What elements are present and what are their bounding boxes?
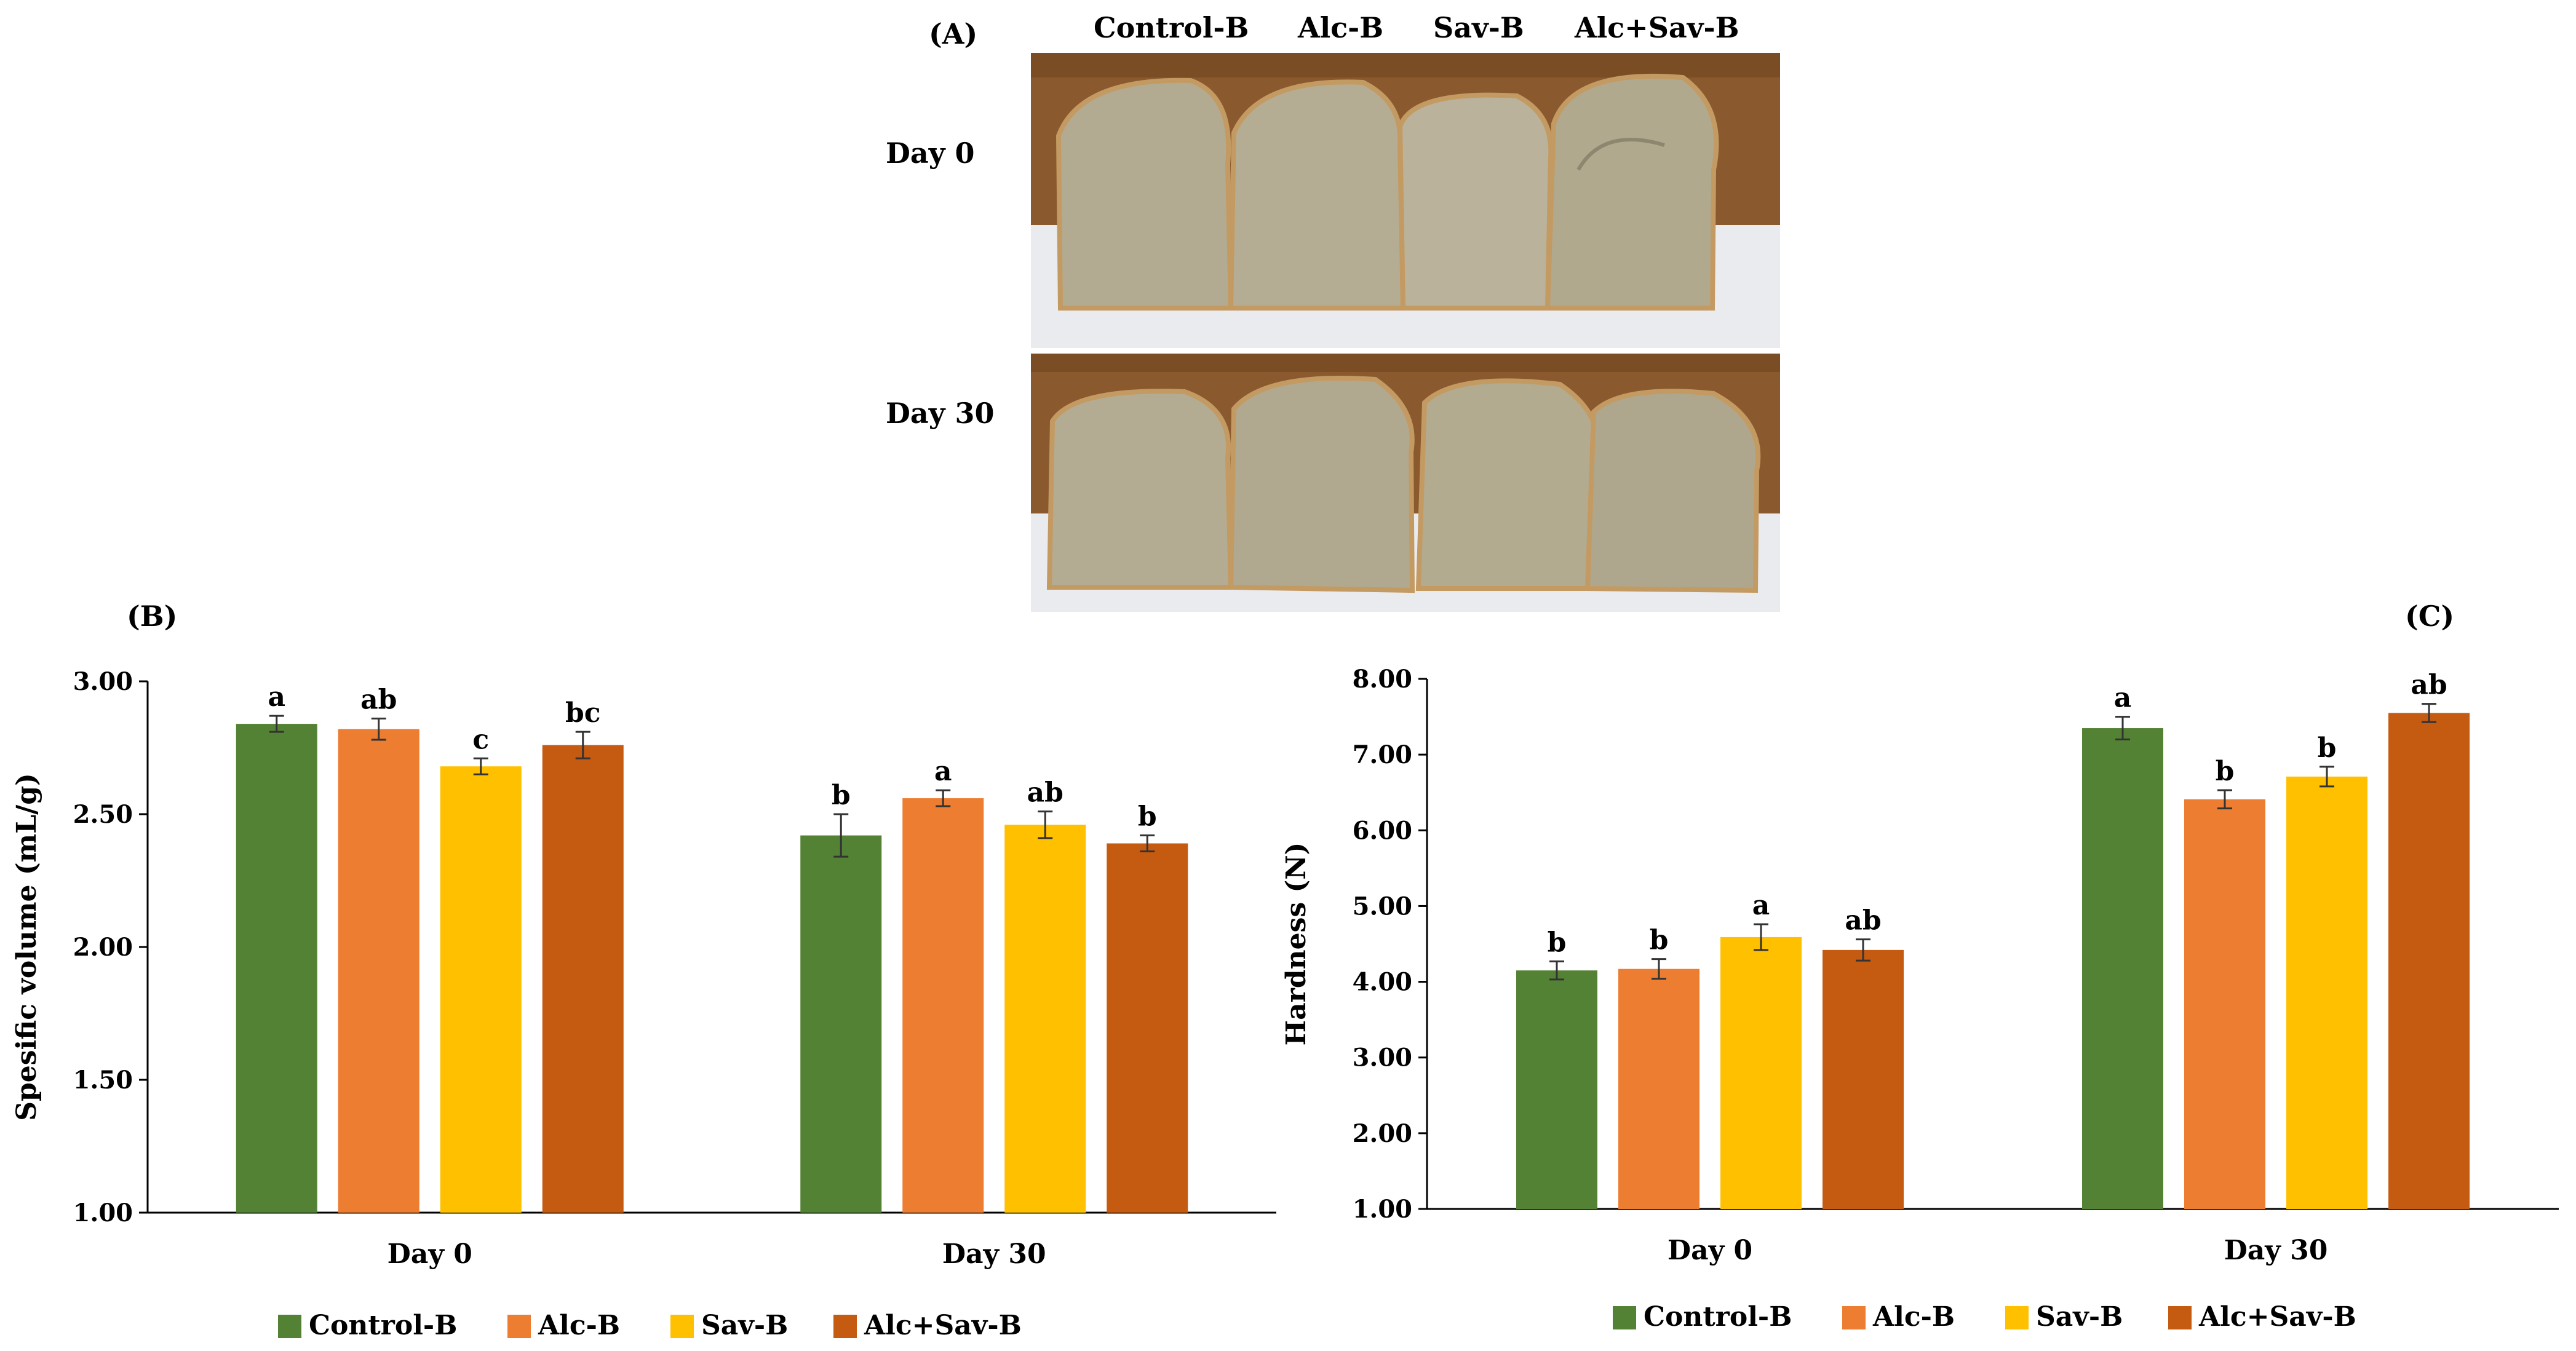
- x-category-label: Day 30: [2224, 1235, 2328, 1266]
- significance-letter: a: [934, 756, 952, 787]
- legend-swatch: [278, 1315, 301, 1338]
- legend-swatch: [2005, 1306, 2029, 1329]
- panel-b-label: (B): [127, 600, 178, 633]
- significance-letter: b: [2318, 732, 2337, 764]
- y-tick-label: 4.00: [1353, 968, 1412, 997]
- bar-alc-b-day-0: [1618, 969, 1699, 1209]
- bar-alc-b-day-30: [902, 798, 984, 1213]
- significance-letter: a: [1752, 890, 1770, 921]
- significance-letter: ab: [2411, 670, 2447, 701]
- y-tick-label: 5.00: [1353, 892, 1412, 921]
- bar-sav-b-day-0: [440, 766, 522, 1213]
- y-axis-label: Hardness (N): [1281, 842, 1312, 1046]
- legend-label: Control-B: [309, 1310, 457, 1341]
- bread-photo-day30-image: [1031, 354, 1780, 612]
- photo-col-label-alcsav: Alc+Sav-B: [1575, 11, 1739, 44]
- photo-col-label-control: Control-B: [1094, 11, 1249, 44]
- bar-alc-b-day-0: [338, 729, 419, 1213]
- bar-control-b-day-30: [800, 835, 882, 1213]
- significance-letter: b: [1138, 801, 1157, 833]
- y-tick-label: 3.00: [1353, 1044, 1412, 1072]
- significance-letter: a: [2114, 683, 2132, 714]
- y-tick-label: 1.00: [73, 1198, 133, 1227]
- x-category-label: Day 0: [388, 1238, 472, 1270]
- chart-c-hardness: Hardness (N) 1.00 2.00 3.00 4.00 5.00 6.00 7.00…: [1281, 665, 2559, 1333]
- y-tick-label: 6.00: [1353, 816, 1412, 845]
- significance-letter: b: [832, 780, 851, 811]
- bar-alc-b-day-30: [2184, 799, 2265, 1209]
- legend-label: Control-B: [1644, 1301, 1792, 1333]
- legend-swatch: [507, 1315, 531, 1338]
- photo-row-label-day30: Day 30: [886, 397, 995, 430]
- bar-alc-sav-b-day-30: [2388, 713, 2470, 1209]
- y-tick-label: 2.00: [1353, 1119, 1412, 1148]
- legend-label: Alc+Sav-B: [864, 1310, 1022, 1341]
- bar-control-b-day-30: [2082, 728, 2163, 1209]
- legend-swatch: [1842, 1306, 1866, 1329]
- bar-alc-sav-b-day-0: [1823, 949, 1904, 1209]
- panel-c-label: (C): [2405, 600, 2455, 633]
- significance-letter: bc: [565, 697, 601, 729]
- legend-swatch: [2168, 1306, 2192, 1329]
- significance-letter: c: [472, 724, 489, 755]
- significance-letter: b: [1650, 925, 1669, 956]
- photo-col-label-alc: Alc-B: [1298, 11, 1384, 44]
- significance-letter: ab: [1845, 905, 1881, 937]
- y-tick-label: 2.50: [73, 800, 133, 829]
- legend-swatch: [1613, 1306, 1636, 1329]
- legend-swatch: [833, 1315, 857, 1338]
- bar-control-b-day-0: [236, 724, 317, 1213]
- legend-label: Sav-B: [2036, 1301, 2123, 1333]
- significance-letter: ab: [1027, 777, 1063, 809]
- legend-label: Alc-B: [1872, 1301, 1955, 1333]
- legend-label: Alc-B: [538, 1310, 620, 1341]
- legend-label: Sav-B: [701, 1310, 788, 1341]
- bread-photo-day0-image: [1031, 53, 1780, 348]
- y-tick-label: 1.50: [73, 1066, 133, 1095]
- panel-a-label: (A): [929, 17, 978, 50]
- significance-letter: a: [268, 681, 285, 713]
- bread-photo-day30: [1031, 354, 1780, 612]
- y-axis-label: Spesific volume (mL/g): [11, 773, 42, 1121]
- bread-photo-day0: [1031, 53, 1780, 348]
- y-tick-label: 3.00: [73, 667, 133, 696]
- photo-row-label-day0: Day 0: [886, 137, 975, 170]
- bar-alc-sav-b-day-30: [1107, 843, 1188, 1213]
- y-tick-label: 8.00: [1353, 665, 1412, 694]
- y-tick-label: 2.00: [73, 933, 133, 962]
- bar-sav-b-day-30: [2286, 776, 2367, 1209]
- photo-col-label-sav: Sav-B: [1433, 11, 1524, 44]
- bar-control-b-day-0: [1516, 970, 1597, 1209]
- significance-letter: b: [1548, 927, 1567, 958]
- x-category-label: Day 30: [942, 1238, 1046, 1270]
- y-tick-label: 1.00: [1353, 1195, 1412, 1224]
- bar-alc-sav-b-day-0: [542, 745, 624, 1213]
- chart-b-specific-volume: Spesific volume (mL/g) 1.00 1.50 2.00 2.50 3.…: [11, 667, 1276, 1341]
- y-tick-label: 7.00: [1353, 740, 1412, 769]
- x-category-label: Day 0: [1668, 1235, 1752, 1266]
- legend-swatch: [670, 1315, 694, 1338]
- bar-sav-b-day-0: [1720, 937, 1802, 1209]
- significance-letter: b: [2216, 756, 2235, 787]
- legend-label: Alc+Sav-B: [2198, 1301, 2356, 1333]
- bar-sav-b-day-30: [1004, 825, 1086, 1213]
- significance-letter: ab: [360, 684, 397, 715]
